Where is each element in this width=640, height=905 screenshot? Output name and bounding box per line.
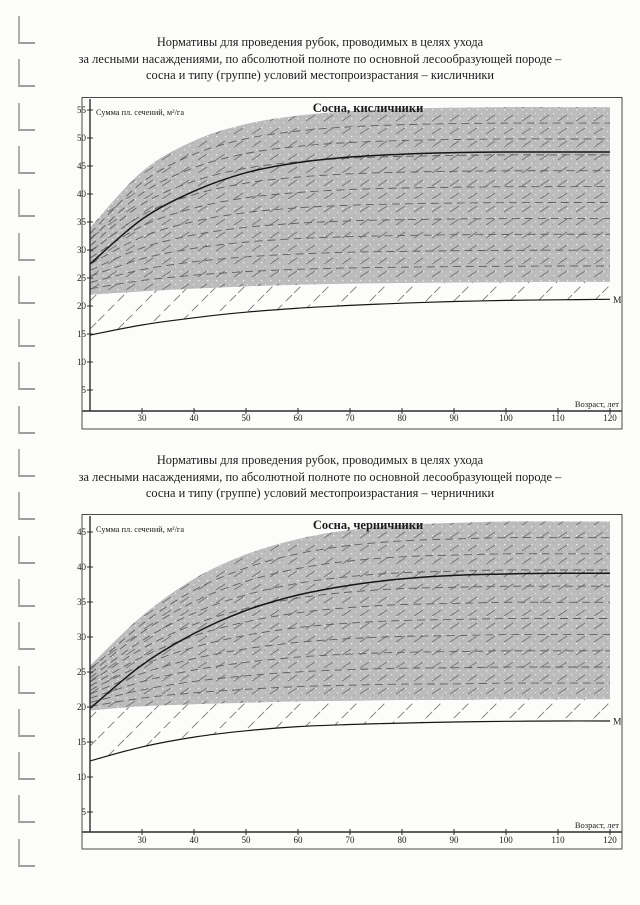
- binding-mark: [18, 232, 35, 261]
- binding-mark: [18, 59, 35, 88]
- isoline-dashed: [89, 553, 610, 675]
- x-tick-label: 110: [551, 835, 565, 845]
- x-tick-label: 100: [499, 835, 513, 845]
- isoline-dashed: [89, 601, 610, 687]
- chart-border: [81, 514, 623, 850]
- isoline-dashed: [89, 186, 610, 259]
- x-tick-label: 90: [450, 413, 460, 423]
- isoline-dashed: [89, 233, 611, 277]
- chart-border: [81, 97, 623, 430]
- y-tick-label: 5: [82, 807, 87, 817]
- chart-title: Сосна, кисличники: [313, 101, 424, 115]
- y-axis-label: Сумма пл. сечений, м²/га: [96, 525, 184, 534]
- x-axis-label: Возраст, лет: [575, 399, 619, 409]
- y-axis-label: Сумма пл. сечений, м²/га: [96, 108, 184, 117]
- title-line: за лесными насаждениями, по абсолютной п…: [78, 469, 562, 484]
- binding-mark: [18, 838, 35, 867]
- isoline-dashed: [89, 170, 610, 253]
- binding-mark: [18, 405, 35, 434]
- document-title-2: Нормативы для проведения рубок, проводим…: [20, 452, 620, 502]
- binding-mark: [18, 16, 35, 44]
- main-curve: [89, 151, 610, 265]
- binding-mark: [18, 492, 35, 521]
- binding-mark: [18, 708, 35, 737]
- min-line-label: М: [613, 718, 622, 728]
- isoline-dashed: [89, 650, 611, 699]
- binding-mark: [18, 145, 35, 174]
- x-tick-label: 60: [294, 835, 304, 845]
- binding-mark: [18, 102, 35, 131]
- y-tick-label: 5: [82, 385, 87, 395]
- isoline-dashed: [89, 138, 610, 241]
- chart-title: Сосна, черничники: [313, 518, 423, 532]
- isoline-dashed: [89, 682, 610, 707]
- binding-mark: [18, 578, 35, 607]
- isoline-dashed: [89, 666, 610, 703]
- x-tick-label: 120: [603, 413, 617, 423]
- x-tick-label: 60: [294, 413, 304, 423]
- isoline-dashed: [89, 634, 610, 695]
- binding-mark: [18, 795, 35, 824]
- hatch-zone: [90, 699, 610, 761]
- isoline-dashed: [89, 217, 610, 271]
- binding-mark: [18, 622, 35, 651]
- x-tick-label: 40: [190, 413, 200, 423]
- isoline-dashed: [89, 265, 610, 290]
- x-tick-label: 80: [398, 413, 408, 423]
- binding-mark: [18, 189, 35, 218]
- isoline-dashed: [89, 122, 610, 235]
- x-tick-label: 80: [398, 835, 408, 845]
- isoline-dashed: [89, 249, 611, 284]
- binding-mark: [18, 362, 35, 391]
- binding-mark: [18, 752, 35, 781]
- binding-mark: [18, 535, 35, 564]
- min-line-label: М: [613, 296, 622, 306]
- document-title-1: Нормативы для проведения рубок, проводим…: [20, 34, 620, 84]
- x-axis-label: Возраст, лет: [575, 820, 619, 830]
- chart-figure-kislichniki: 5 10 15 20 25 30 35 40 45 50 55 30 40 50 60 70 80 90 100 11…: [70, 97, 625, 435]
- isoline-dashed: [89, 617, 610, 691]
- title-line: за лесными насаждениями, по абсолютной п…: [78, 51, 562, 66]
- title-line: сосна и типу (группе) условий местопроиз…: [145, 486, 495, 500]
- x-tick-label: 30: [138, 835, 148, 845]
- x-tick-label: 70: [346, 413, 356, 423]
- binding-mark: [18, 665, 35, 694]
- hatch-zone: [90, 281, 610, 336]
- x-tick-label: 30: [138, 413, 148, 423]
- x-tick-label: 100: [499, 413, 513, 423]
- x-tick-label: 40: [190, 835, 200, 845]
- chart-figure-chernichniki: 5 10 15 20 25 30 35 40 45 30 40 50 60 70 80 90 100 110 120…: [70, 514, 625, 855]
- binding-mark: [18, 449, 35, 477]
- min-basal-area-curve: [89, 720, 611, 762]
- binding-mark: [18, 275, 35, 304]
- title-line: Нормативы для проведения рубок, проводим…: [156, 35, 484, 49]
- main-curve: [89, 572, 611, 709]
- x-tick-label: 50: [242, 835, 252, 845]
- x-tick-label: 120: [603, 835, 617, 845]
- x-tick-label: 50: [242, 413, 252, 423]
- isoline-dashed: [89, 585, 610, 683]
- isoline-dashed: [89, 202, 610, 265]
- x-tick-label: 90: [450, 835, 460, 845]
- x-tick-label: 70: [346, 835, 356, 845]
- title-line: Нормативы для проведения рубок, проводим…: [156, 453, 484, 467]
- binding-mark: [18, 319, 35, 348]
- min-basal-area-curve: [89, 298, 611, 336]
- title-line: сосна и типу (группе) условий местопроиз…: [146, 68, 494, 82]
- x-tick-label: 110: [551, 413, 565, 423]
- isoline-dashed: [89, 537, 610, 671]
